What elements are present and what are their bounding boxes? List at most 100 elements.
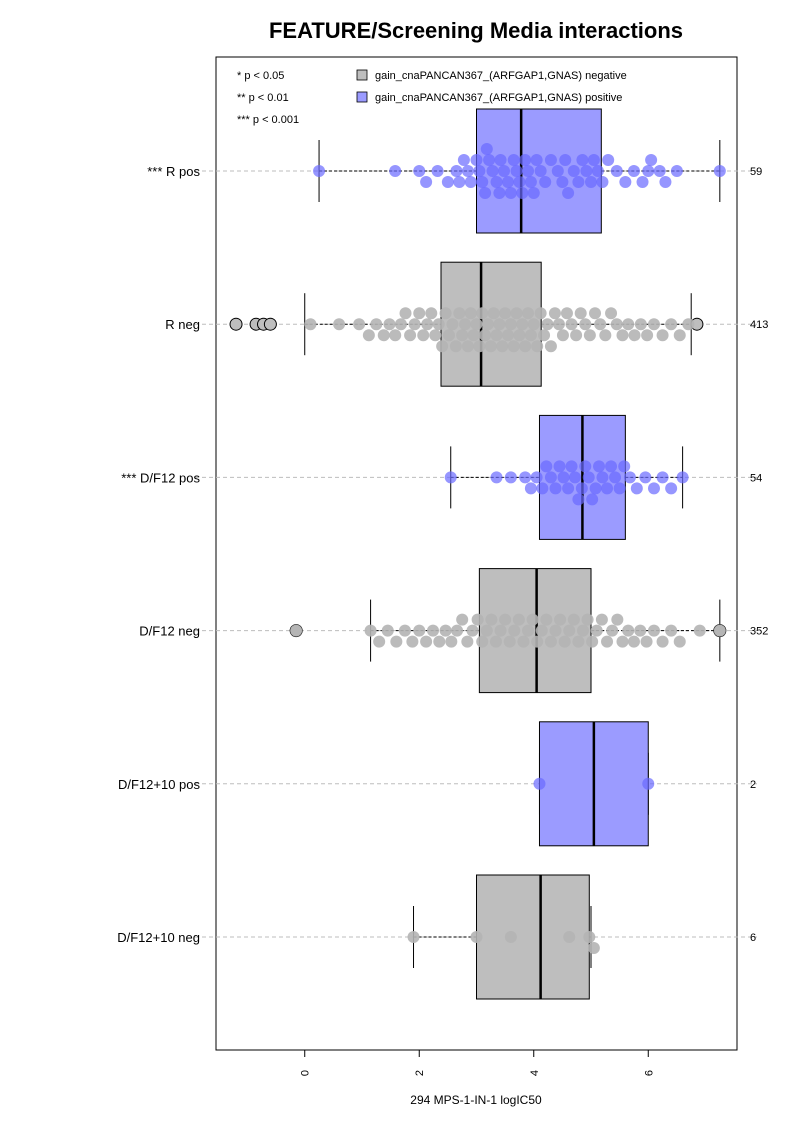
data-point	[467, 329, 480, 342]
data-point	[433, 635, 446, 648]
data-point	[493, 318, 506, 331]
data-point	[362, 329, 375, 342]
data-point	[590, 624, 603, 637]
data-point	[544, 154, 557, 166]
data-point	[453, 307, 466, 320]
data-point	[453, 176, 466, 188]
data-point	[487, 307, 500, 320]
data-point	[570, 329, 583, 342]
significance-legend-entry: ** p < 0.01	[237, 92, 289, 104]
data-point	[503, 635, 516, 648]
outlier-point	[229, 317, 243, 331]
data-point	[548, 307, 561, 320]
data-point	[536, 482, 549, 495]
data-point	[507, 154, 520, 166]
x-tick-label: 2	[414, 1070, 426, 1076]
data-point	[466, 624, 479, 637]
data-point	[522, 165, 535, 177]
data-point	[526, 613, 539, 626]
data-point	[425, 307, 438, 320]
data-point	[562, 482, 575, 495]
data-point	[473, 340, 486, 353]
significance-legend-entry: *** p < 0.001	[237, 114, 299, 126]
data-point	[499, 307, 512, 320]
data-point	[713, 165, 726, 177]
data-point	[639, 471, 652, 484]
data-point	[479, 329, 492, 342]
data-point	[461, 340, 474, 353]
legend-label-positive: gain_cnaPANCAN367_(ARFGAP1,GNAS) positiv…	[375, 92, 622, 104]
data-point	[524, 176, 537, 188]
data-point	[489, 635, 502, 648]
data-point	[565, 460, 578, 473]
legend-swatch-positive	[356, 91, 368, 103]
data-point	[530, 154, 543, 166]
data-point	[642, 165, 655, 177]
data-point	[534, 165, 547, 177]
data-point	[464, 176, 477, 188]
data-point	[636, 176, 649, 188]
data-point	[623, 471, 636, 484]
data-point	[656, 471, 669, 484]
data-point	[647, 318, 660, 331]
data-point	[645, 154, 658, 166]
data-point	[480, 624, 493, 637]
data-point	[413, 624, 426, 637]
data-point	[290, 624, 303, 637]
data-point	[524, 329, 537, 342]
data-point	[490, 471, 503, 484]
data-point	[381, 624, 394, 637]
data-point	[499, 613, 512, 626]
legend-swatch-negative	[356, 69, 368, 81]
data-point	[413, 165, 426, 177]
data-point	[616, 635, 629, 648]
data-point	[313, 165, 326, 177]
data-point	[304, 318, 317, 331]
data-point	[673, 329, 686, 342]
data-point	[451, 624, 464, 637]
data-point	[461, 165, 474, 177]
data-point	[581, 613, 594, 626]
data-point	[507, 340, 520, 353]
data-point	[558, 635, 571, 648]
data-point	[682, 318, 695, 331]
data-point	[496, 340, 509, 353]
data-point	[426, 624, 439, 637]
data-point	[619, 176, 632, 188]
data-point	[504, 187, 517, 199]
data-point	[601, 635, 614, 648]
category-label: D/F12 neg	[139, 624, 200, 639]
data-point	[420, 635, 433, 648]
data-point	[519, 154, 532, 166]
data-point	[530, 471, 543, 484]
legend-label-negative: gain_cnaPANCAN367_(ARFGAP1,GNAS) negativ…	[375, 70, 627, 82]
data-point	[534, 307, 547, 320]
data-point	[627, 635, 640, 648]
data-point	[486, 165, 499, 177]
data-point	[556, 329, 569, 342]
data-point	[476, 635, 489, 648]
x-tick-label: 6	[643, 1070, 655, 1076]
data-point	[389, 165, 402, 177]
data-point	[594, 318, 607, 331]
data-point	[670, 165, 683, 177]
data-point	[554, 613, 567, 626]
data-point	[445, 635, 458, 648]
data-point	[516, 318, 529, 331]
data-point	[399, 307, 412, 320]
data-point	[389, 329, 402, 342]
data-point	[504, 471, 517, 484]
data-point	[510, 165, 523, 177]
data-point	[591, 165, 604, 177]
data-point	[574, 307, 587, 320]
data-point	[713, 624, 726, 637]
data-point	[609, 471, 622, 484]
data-point	[585, 176, 598, 188]
data-point	[586, 635, 599, 648]
data-point	[540, 460, 553, 473]
data-point	[533, 777, 546, 790]
data-point	[493, 187, 506, 199]
data-point	[579, 318, 592, 331]
data-point	[544, 471, 557, 484]
